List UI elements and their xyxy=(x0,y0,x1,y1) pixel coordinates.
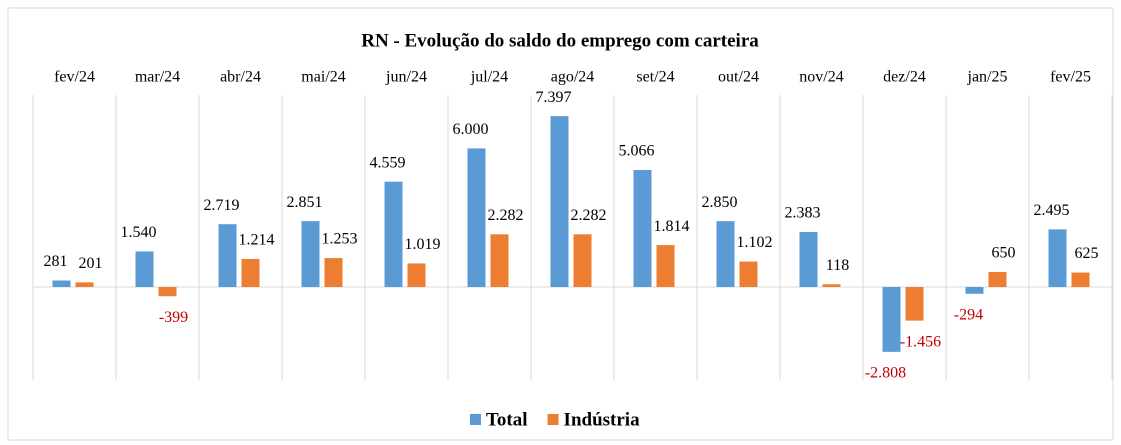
category-label: mai/24 xyxy=(301,69,345,86)
category-label: nov/24 xyxy=(799,69,843,86)
value-label: -1.456 xyxy=(900,333,941,350)
value-label: 7.397 xyxy=(536,89,572,106)
value-label: 1.540 xyxy=(121,224,157,241)
bar xyxy=(158,287,177,297)
value-label: 6.000 xyxy=(453,121,489,138)
category-label: set/24 xyxy=(636,69,674,86)
value-label: -2.808 xyxy=(865,365,906,382)
category-label: jun/24 xyxy=(385,69,427,86)
bar xyxy=(1048,229,1067,287)
legend-swatch xyxy=(547,414,559,425)
bar xyxy=(739,261,758,287)
bar xyxy=(407,263,426,287)
bar xyxy=(75,282,94,287)
bar xyxy=(799,231,818,287)
legend-swatch xyxy=(470,414,481,425)
bar xyxy=(324,258,343,287)
value-label: 1.214 xyxy=(239,232,275,249)
legend-label: Total xyxy=(486,409,528,430)
value-label: 2.719 xyxy=(204,197,240,214)
bar xyxy=(716,221,735,287)
value-label: 1.814 xyxy=(654,218,690,235)
bar xyxy=(550,116,569,287)
category-label: jan/25 xyxy=(967,69,1008,86)
category-label: ago/24 xyxy=(551,69,595,86)
bar xyxy=(1071,272,1090,287)
bar xyxy=(633,169,652,287)
value-label: 650 xyxy=(992,245,1016,262)
category-label: out/24 xyxy=(718,69,759,86)
legend-label: Indústria xyxy=(564,409,641,430)
bar xyxy=(52,280,71,287)
chart-title: RN - Evolução do saldo do emprego com ca… xyxy=(361,30,759,51)
value-label: 4.559 xyxy=(370,154,406,171)
value-label: 5.066 xyxy=(619,143,655,160)
value-label: 2.851 xyxy=(287,194,323,211)
bar xyxy=(988,271,1007,287)
bar xyxy=(573,234,592,287)
bar xyxy=(241,258,260,287)
value-label: 625 xyxy=(1075,245,1099,262)
bar xyxy=(135,251,154,287)
bar xyxy=(467,148,486,287)
bar xyxy=(218,224,237,287)
value-label: 2.850 xyxy=(702,194,738,211)
value-label: 1.102 xyxy=(737,234,773,251)
value-label: 2.495 xyxy=(1034,202,1070,219)
bar xyxy=(301,221,320,287)
bar xyxy=(905,287,924,321)
category-label: fev/25 xyxy=(1050,69,1091,86)
value-label: 2.282 xyxy=(571,207,607,224)
value-label: -294 xyxy=(954,306,983,323)
value-label: 2.383 xyxy=(785,205,821,222)
value-label: 1.019 xyxy=(405,236,441,253)
value-label: -399 xyxy=(159,309,188,326)
category-label: abr/24 xyxy=(220,69,261,86)
bar xyxy=(882,287,901,352)
category-label: fev/24 xyxy=(54,69,95,86)
bar xyxy=(822,284,841,287)
category-label: dez/24 xyxy=(883,69,926,86)
bar xyxy=(656,245,675,287)
bar xyxy=(965,287,984,294)
value-label: 118 xyxy=(826,257,849,274)
bar xyxy=(490,234,509,287)
bar xyxy=(384,181,403,287)
value-label: 201 xyxy=(79,255,103,272)
value-label: 281 xyxy=(44,253,68,270)
value-label: 1.253 xyxy=(322,231,358,248)
category-label: mar/24 xyxy=(135,69,180,86)
category-label: jul/24 xyxy=(470,69,508,86)
value-label: 2.282 xyxy=(488,207,524,224)
